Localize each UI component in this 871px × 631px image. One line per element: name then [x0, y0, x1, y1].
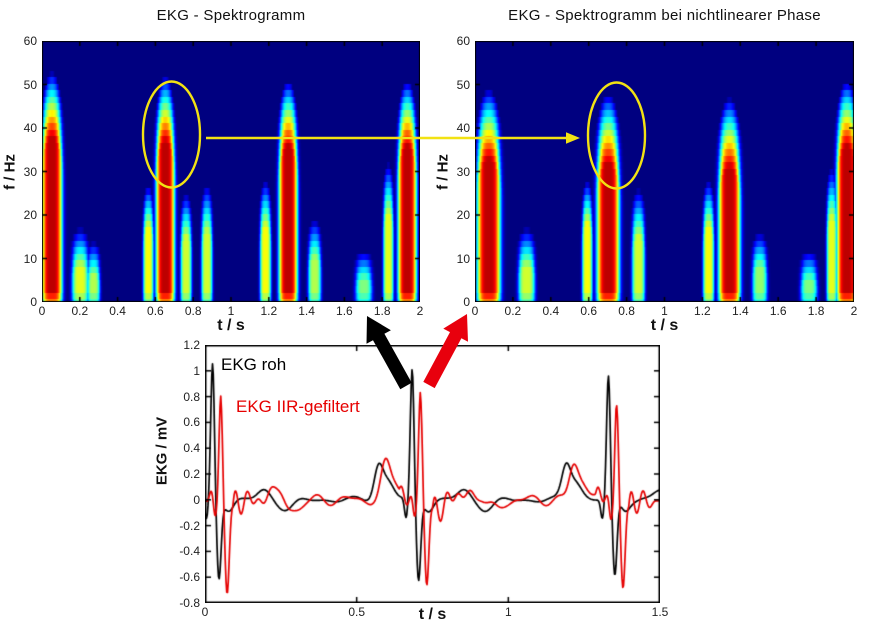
spectrogram-nonlinear-y-tick-labels: 0 10 20 30 40 50 60	[434, 34, 470, 309]
y-tick-label: 10	[23, 251, 37, 266]
x-tick-label: 1.8	[807, 304, 825, 318]
spectrogram-nonlinear-x-tick-labels: 0 0.2 0.4 0.6 0.8 1 1.2 1.4 1.6 1.8 2	[471, 304, 858, 320]
x-tick-label: 1.5	[651, 605, 669, 619]
x-tick-label: 1	[661, 304, 668, 318]
spectrogram-nonlinear-title: EKG - Spektrogramm bei nichtlinearer Pha…	[508, 7, 821, 24]
y-tick-label: 1	[193, 363, 200, 378]
spectrogram-raw-x-tick-labels: 0 0.2 0.4 0.6 0.8 1 1.2 1.4 1.6 1.8 2	[38, 304, 424, 320]
x-tick-label: 1.8	[373, 304, 391, 318]
y-tick-label: 40	[23, 121, 37, 135]
y-tick-label: 30	[456, 164, 470, 179]
ekg-trace-plot	[205, 345, 660, 603]
legend-ekg-roh: EKG roh	[221, 355, 287, 374]
y-tick-label: 50	[23, 77, 37, 92]
y-tick-label: 40	[456, 121, 470, 135]
ekg-x-axis-label: t / s	[418, 606, 447, 623]
y-tick-label: 0.4	[183, 441, 200, 456]
y-tick-label: 50	[456, 77, 470, 92]
x-tick-label: 1.6	[336, 304, 353, 318]
x-tick-label: 1.4	[298, 304, 315, 318]
ekg-trace-panel: EKG / mV EKG roh EKG IIR-gefiltert 0 0.5 1…	[154, 338, 669, 623]
x-tick-label: 1.6	[769, 304, 787, 318]
x-tick-label: 0.8	[618, 304, 635, 318]
spectrogram-raw-x-axis-label: t / s	[217, 317, 245, 334]
x-tick-label: 0	[201, 605, 209, 619]
y-tick-label: 20	[456, 208, 470, 222]
y-tick-label: 0	[463, 295, 470, 309]
spectrogram-nonlinear-x-axis-label: t / s	[650, 317, 679, 334]
x-tick-label: 2	[850, 304, 858, 318]
ekg-x-tick-labels: 0 0.5 1 1.5	[201, 605, 669, 621]
x-tick-label: 0.5	[348, 605, 365, 619]
y-tick-label: -0.8	[179, 596, 200, 610]
spectrogram-raw-y-tick-labels: 0 10 20 30 40 50 60	[1, 34, 37, 309]
spectrogram-raw-title: EKG - Spektrogramm	[156, 7, 306, 24]
spectrogram-raw-heatmap	[42, 41, 420, 302]
y-tick-label: 20	[23, 208, 37, 222]
y-tick-label: 60	[23, 34, 37, 48]
x-tick-label: 2	[416, 304, 424, 318]
y-tick-label: -0.2	[179, 518, 200, 533]
y-tick-label: 60	[456, 34, 470, 48]
x-tick-label: 0.8	[184, 304, 202, 318]
x-tick-label: 0.4	[542, 304, 560, 318]
x-tick-label: 0.6	[580, 304, 598, 318]
y-tick-label: 0	[30, 295, 37, 309]
y-tick-label: 1.2	[183, 338, 200, 352]
y-tick-label: 10	[456, 251, 470, 266]
spectrogram-nonlinear-heatmap	[475, 41, 854, 302]
y-tick-label: 0.6	[183, 415, 200, 430]
x-tick-label: 0	[38, 304, 46, 318]
x-tick-label: 1.4	[731, 304, 749, 318]
y-tick-label: 0.8	[183, 389, 200, 404]
spectrogram-nonlinear-panel: EKG - Spektrogramm bei nichtlinearer Pha…	[435, 7, 858, 334]
x-tick-label: 0.6	[147, 304, 164, 318]
y-tick-label: 0.2	[183, 467, 200, 481]
x-tick-label: 1	[227, 304, 235, 318]
x-tick-label: 1.2	[260, 304, 278, 318]
legend-ekg-iir-gefiltert: EKG IIR-gefiltert	[236, 397, 360, 416]
y-tick-label: -0.4	[179, 544, 200, 559]
x-tick-label: 0.2	[71, 304, 89, 318]
x-tick-label: 0	[471, 304, 479, 318]
y-tick-label: 0	[193, 492, 200, 507]
spectrogram-raw-panel: EKG - Spektrogramm f / Hz 0 0.2 0.4 0.6 0.8 1…	[2, 7, 424, 334]
x-tick-label: 0.4	[109, 304, 126, 318]
x-tick-label: 1.2	[694, 304, 711, 318]
y-tick-label: -0.6	[179, 570, 200, 585]
y-tick-label: 30	[23, 164, 37, 179]
x-tick-label: 1	[504, 605, 512, 619]
x-tick-label: 0.2	[504, 304, 522, 318]
ekg-y-tick-labels: -0.8 -0.6 -0.4 -0.2 0 0.2 0.4 0.6 0.8 1 1.2	[164, 338, 200, 610]
